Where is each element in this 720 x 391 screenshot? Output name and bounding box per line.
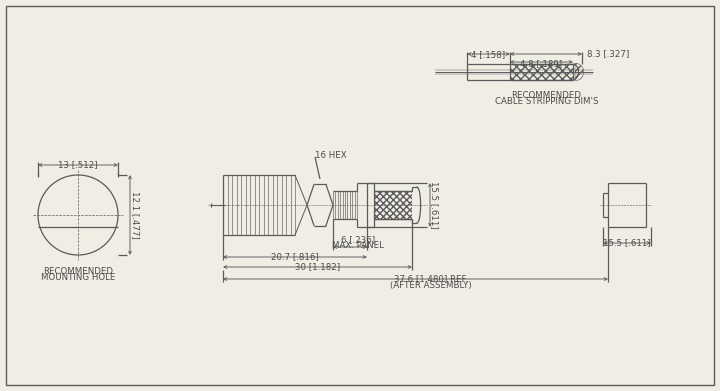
Text: 4.8 [.189]: 4.8 [.189] xyxy=(521,59,562,68)
Text: RECOMMENDED: RECOMMENDED xyxy=(43,267,113,276)
Text: 4 [.158]: 4 [.158] xyxy=(472,50,505,59)
Text: RECOMMENDED: RECOMMENDED xyxy=(511,91,582,100)
Text: 15.5 [.611]: 15.5 [.611] xyxy=(430,181,438,229)
Text: MOUNTING HOLE: MOUNTING HOLE xyxy=(41,273,115,283)
Text: 20.7 [.816]: 20.7 [.816] xyxy=(271,252,319,261)
Bar xyxy=(374,191,412,219)
Text: 16 HEX: 16 HEX xyxy=(315,151,346,160)
Text: 30 [1.182]: 30 [1.182] xyxy=(295,262,340,271)
Text: MAX. PANEL: MAX. PANEL xyxy=(332,241,384,250)
Text: 37.6 [1.480] REF.: 37.6 [1.480] REF. xyxy=(394,274,467,283)
Text: 12.1 [.477]: 12.1 [.477] xyxy=(130,191,140,239)
Text: 15.5 [.611]: 15.5 [.611] xyxy=(603,238,651,247)
Text: 13 [.512]: 13 [.512] xyxy=(58,160,98,169)
Text: (AFTER ASSEMBLY): (AFTER ASSEMBLY) xyxy=(390,281,472,290)
Text: 8.3 [.327]: 8.3 [.327] xyxy=(587,50,629,59)
Text: CABLE STRIPPING DIM'S: CABLE STRIPPING DIM'S xyxy=(495,97,598,106)
Text: 6 [.236]: 6 [.236] xyxy=(341,235,375,244)
Bar xyxy=(510,64,573,80)
